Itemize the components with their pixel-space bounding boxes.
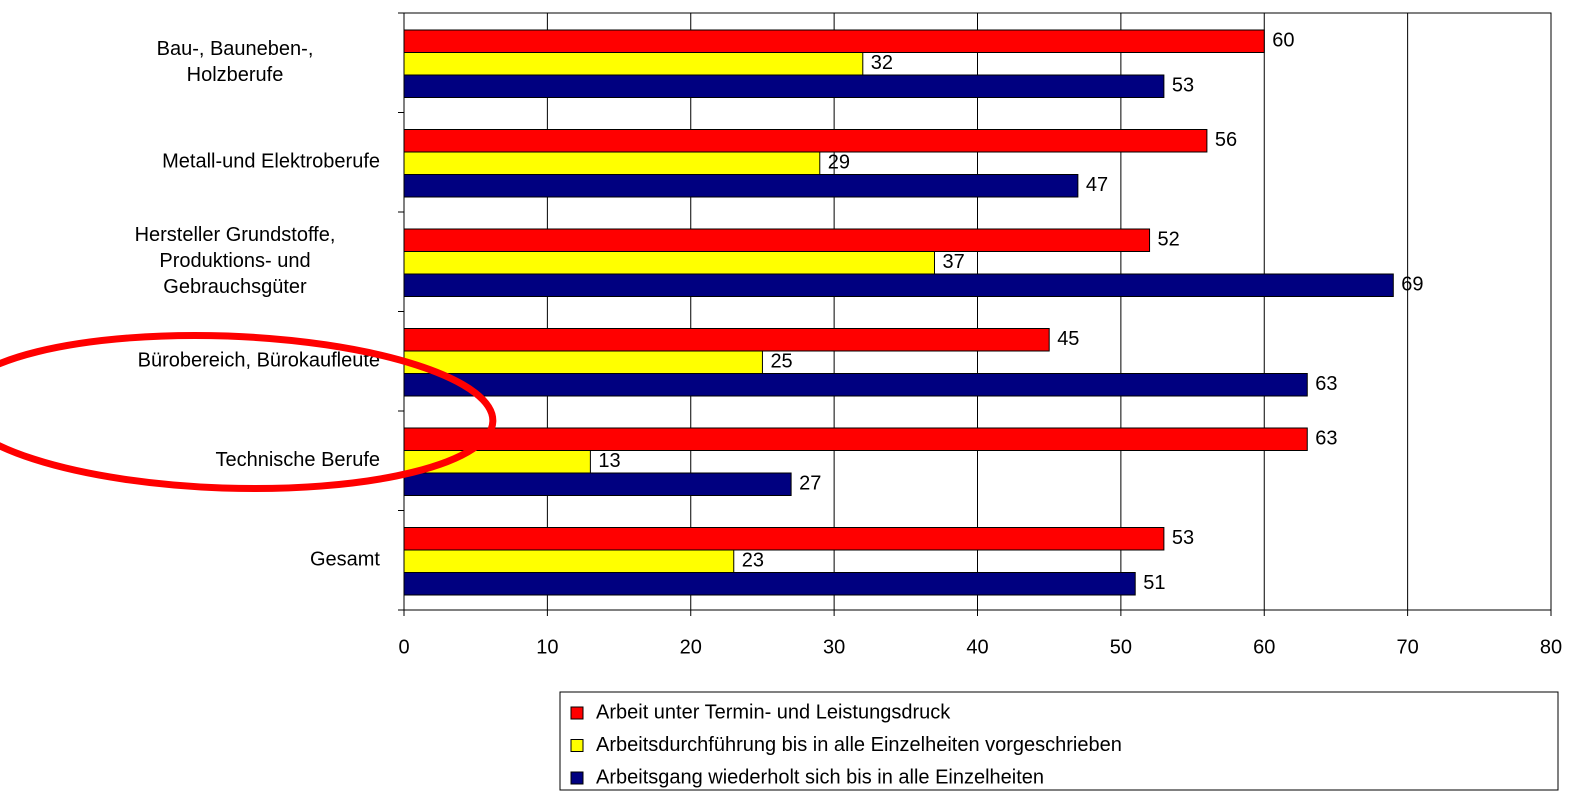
legend-label: Arbeit unter Termin- und Leistungsdruck [596, 701, 951, 723]
value-label: 51 [1143, 572, 1165, 594]
value-label: 13 [598, 450, 620, 472]
bar [403, 151, 821, 175]
x-tick-label: 50 [1110, 636, 1132, 658]
bar [403, 350, 763, 374]
value-label: 63 [1315, 373, 1337, 395]
y-tick-label: Bürobereich, Bürokaufleute [138, 350, 380, 372]
value-label: 53 [1172, 527, 1194, 549]
bar [403, 328, 1050, 352]
bar [403, 572, 1136, 596]
highlight-ellipse [0, 331, 497, 493]
x-tick-label: 0 [398, 636, 409, 658]
value-label: 45 [1057, 328, 1079, 350]
y-tick-label: Hersteller Grundstoffe, Produktions- und G… [135, 224, 336, 298]
legend-label: Arbeitsgang wiederholt sich bis in alle … [596, 766, 1044, 788]
x-tick-label: 30 [823, 636, 845, 658]
value-label: 47 [1086, 174, 1108, 196]
value-label: 37 [942, 251, 964, 273]
bar [403, 174, 1079, 198]
bar [403, 273, 1394, 297]
value-label: 25 [770, 351, 792, 373]
legend-label: Arbeitsdurchführung bis in alle Einzelhe… [596, 734, 1122, 756]
legend-swatch [570, 706, 584, 720]
bar [403, 52, 864, 76]
y-tick-label: Gesamt [310, 549, 380, 571]
x-tick-label: 60 [1253, 636, 1275, 658]
x-tick-label: 70 [1397, 636, 1419, 658]
x-tick-label: 20 [680, 636, 702, 658]
bar [403, 549, 735, 573]
bar [403, 472, 792, 496]
value-label: 53 [1172, 75, 1194, 97]
value-label: 69 [1401, 274, 1423, 296]
value-label: 27 [799, 473, 821, 495]
value-label: 56 [1215, 129, 1237, 151]
legend-swatch [570, 739, 584, 752]
bar [403, 29, 1265, 53]
value-label: 52 [1158, 229, 1180, 251]
x-tick-label: 10 [536, 636, 558, 658]
bar [403, 373, 1308, 397]
value-label: 63 [1315, 428, 1337, 450]
bar [403, 228, 1151, 252]
bar [403, 129, 1208, 153]
y-tick-label: Technische Berufe [215, 449, 380, 471]
bar [403, 74, 1165, 98]
value-label: 32 [871, 52, 893, 74]
y-tick-label: Metall-und Elektroberufe [162, 151, 380, 173]
y-tick-label: Bau-, Bauneben-, Holzberufe [157, 38, 314, 86]
legend-swatch [570, 771, 584, 785]
bar [403, 427, 1308, 451]
bar [403, 251, 935, 275]
x-tick-label: 80 [1540, 636, 1562, 658]
legend-box [559, 691, 1559, 791]
value-label: 29 [828, 152, 850, 174]
value-label: 60 [1272, 30, 1294, 52]
x-tick-label: 40 [966, 636, 988, 658]
value-label: 23 [742, 550, 764, 572]
bar [403, 527, 1165, 551]
